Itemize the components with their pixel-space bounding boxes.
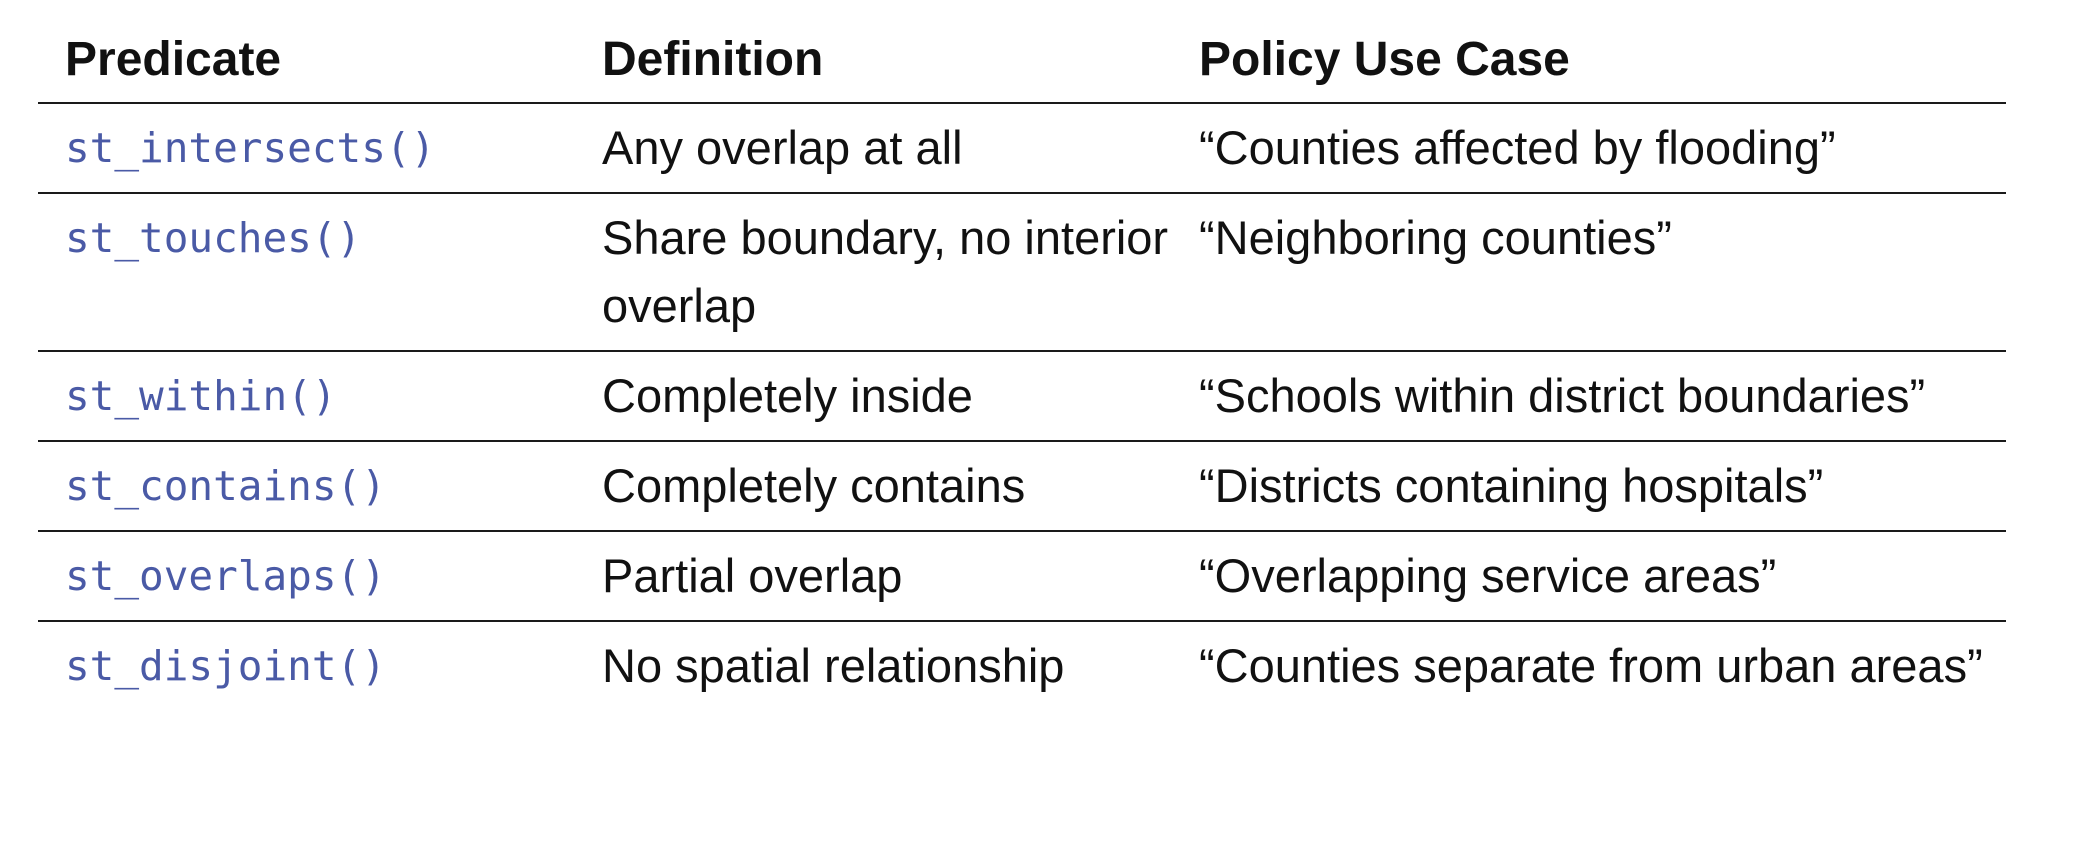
table-row: st_touches() Share boundary, no interior…	[38, 193, 2006, 352]
policy-cell: “Schools within district boundaries”	[1172, 351, 2006, 442]
header-definition: Definition	[575, 20, 1172, 104]
spatial-predicates-table: Predicate Definition Policy Use Case st_…	[38, 20, 2006, 710]
predicate-cell: st_touches()	[38, 193, 575, 352]
table-row: st_disjoint() No spatial relationship “C…	[38, 621, 2006, 710]
table-row: st_within() Completely inside “Schools w…	[38, 351, 2006, 442]
definition-cell: No spatial relationship	[602, 639, 1065, 692]
table-header: Predicate Definition Policy Use Case	[38, 20, 2006, 104]
policy-cell: “Overlapping service areas”	[1172, 531, 2006, 622]
definition-cell: Completely inside	[575, 351, 1172, 442]
policy-cell: “Neighboring counties”	[1172, 193, 2006, 352]
definition-cell: Share boundary, no interior overlap	[575, 193, 1172, 352]
predicate-cell: st_contains()	[38, 441, 575, 532]
predicate-cell: st_disjoint()	[65, 642, 386, 690]
definition-cell: Partial overlap	[575, 531, 1172, 622]
table-row: st_contains() Completely contains “Distr…	[38, 441, 2006, 532]
table-body: st_intersects() Any overlap at all “Coun…	[38, 103, 2006, 710]
policy-cell: “Districts containing hospitals”	[1172, 441, 2006, 532]
spatial-predicates-table-container: Predicate Definition Policy Use Case st_…	[38, 20, 2006, 710]
table-row: st_overlaps() Partial overlap “Overlappi…	[38, 531, 2006, 622]
predicate-cell: st_within()	[38, 351, 575, 442]
header-predicate: Predicate	[38, 20, 575, 104]
definition-cell: Any overlap at all	[575, 103, 1172, 194]
definition-cell: Completely contains	[575, 441, 1172, 532]
predicate-cell: st_intersects()	[38, 103, 575, 194]
header-row: Predicate Definition Policy Use Case	[38, 20, 2006, 104]
header-policy-use-case: Policy Use Case	[1172, 20, 2006, 104]
policy-cell: “Counties separate from urban areas”	[1199, 639, 1983, 692]
policy-cell: “Counties affected by flooding”	[1172, 103, 2006, 194]
predicate-cell: st_overlaps()	[38, 531, 575, 622]
table-row: st_intersects() Any overlap at all “Coun…	[38, 103, 2006, 194]
